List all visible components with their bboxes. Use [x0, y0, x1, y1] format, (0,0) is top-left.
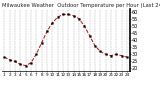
Text: Milwaukee Weather  Outdoor Temperature per Hour (Last 24 Hours): Milwaukee Weather Outdoor Temperature pe…: [2, 3, 160, 8]
